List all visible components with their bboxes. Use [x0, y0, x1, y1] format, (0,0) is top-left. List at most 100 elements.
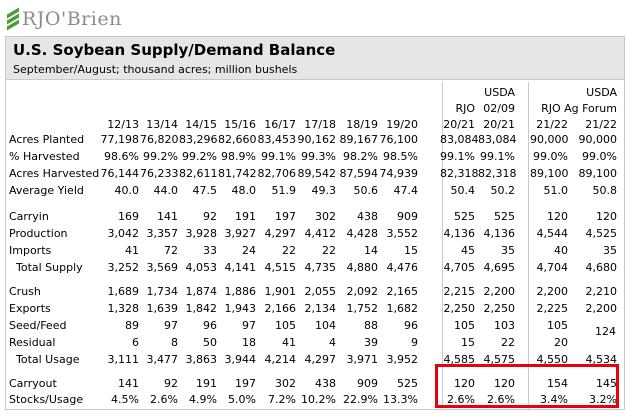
- table-cell: 2,250: [443, 302, 476, 315]
- column-header: 14/15: [185, 118, 217, 131]
- table-cell: 3,552: [386, 227, 419, 240]
- column-header: USDA: [484, 86, 515, 99]
- logo-text: RJO'Brien: [22, 8, 122, 30]
- table-cell: 3,952: [386, 353, 419, 366]
- table-cell: 191: [196, 377, 217, 390]
- table-cell: 89: [125, 319, 139, 332]
- table-cell: 4,534: [585, 353, 618, 366]
- table-cell: 76,820: [140, 133, 179, 146]
- table-cell: 4,680: [585, 261, 618, 274]
- table-cell: 82,318: [440, 167, 479, 180]
- table-cell: 3.2%: [589, 393, 617, 406]
- table-cell: 909: [357, 377, 378, 390]
- table-cell: 82,660: [218, 133, 257, 146]
- table-cell: 88: [364, 319, 378, 332]
- table-cell: 22: [501, 336, 515, 349]
- table-cell: 525: [494, 210, 515, 223]
- row-label: Average Yield: [9, 184, 84, 197]
- table-cell: 1,886: [224, 285, 257, 298]
- table-cell: 4.5%: [111, 393, 139, 406]
- table-cell: 3,252: [107, 261, 140, 274]
- table-cell: 15: [404, 244, 418, 257]
- table-cell: 302: [315, 210, 336, 223]
- table-cell: 99.0%: [533, 150, 568, 163]
- table-cell: 6: [132, 336, 139, 349]
- table-cell: 105: [547, 319, 568, 332]
- column-header: RJO: [455, 102, 475, 115]
- table-cell: 4,585: [443, 353, 476, 366]
- title-band: U.S. Soybean Supply/Demand Balance Septe…: [5, 36, 625, 80]
- table-cell: 76,100: [379, 133, 419, 146]
- table-cell: 4,141: [224, 261, 257, 274]
- table-cell: 197: [275, 210, 296, 223]
- table-cell: 4,525: [585, 227, 618, 240]
- table-cell: 47.4: [393, 184, 419, 197]
- table-cell: 89,167: [339, 133, 379, 146]
- table-cell: 98.6%: [104, 150, 139, 163]
- table-cell: 40.0: [114, 184, 140, 197]
- table-cell: 105: [275, 319, 296, 332]
- table-cell: 1,734: [146, 285, 179, 298]
- table-cell: 4,735: [304, 261, 337, 274]
- column-header: 21/22: [536, 118, 568, 131]
- table-cell: 3.4%: [540, 393, 568, 406]
- column-header: 19/20: [386, 118, 418, 131]
- table-cell: 2,200: [585, 302, 618, 315]
- table-cell: 4,136: [483, 227, 516, 240]
- table-cell: 438: [315, 377, 336, 390]
- column-divider: [442, 82, 443, 410]
- table-cell: 154: [547, 377, 568, 390]
- table-cell: 1,842: [185, 302, 218, 315]
- table-cell: 35: [501, 244, 515, 257]
- table-cell: 98.5%: [383, 150, 418, 163]
- table-cell: 3,927: [224, 227, 257, 240]
- table-cell: 39: [364, 336, 378, 349]
- table-cell: 4,297: [304, 353, 337, 366]
- row-label: Carryin: [9, 210, 49, 223]
- table-cell: 1,639: [146, 302, 179, 315]
- table-cell: 3,971: [346, 353, 379, 366]
- table-cell: 99.1%: [440, 150, 475, 163]
- table-cell: 2,225: [536, 302, 569, 315]
- table-cell: 2.6%: [487, 393, 515, 406]
- table-cell: 3,928: [185, 227, 218, 240]
- table-cell: 3,042: [107, 227, 140, 240]
- table-cell: 105: [454, 319, 475, 332]
- column-header: 12/13: [107, 118, 139, 131]
- row-label: Imports: [9, 244, 52, 257]
- table-cell: 5.0%: [228, 393, 256, 406]
- row-label: Production: [9, 227, 68, 240]
- table-cell: 83,296: [179, 133, 218, 146]
- table-cell: 74,939: [379, 167, 419, 180]
- table-cell: 98.2%: [343, 150, 378, 163]
- table-cell: 4,053: [185, 261, 218, 274]
- column-header: USDA: [586, 86, 617, 99]
- table-cell: 50.6: [353, 184, 379, 197]
- table-cell: 99.1%: [480, 150, 515, 163]
- merged-seed-residual-cell: 124: [595, 325, 616, 338]
- table-cell: 438: [357, 210, 378, 223]
- logo-stripes-icon: [6, 7, 20, 31]
- table-cell: 104: [315, 319, 336, 332]
- table-cell: 41: [282, 336, 296, 349]
- table-cell: 22: [282, 244, 296, 257]
- table-cell: 51.0: [543, 184, 569, 197]
- table-cell: 1,328: [107, 302, 140, 315]
- table-cell: 4,476: [386, 261, 419, 274]
- table-cell: 4,412: [304, 227, 337, 240]
- table-cell: 4,705: [443, 261, 476, 274]
- table-cell: 169: [118, 210, 139, 223]
- row-label: Total Usage: [16, 353, 80, 366]
- table-cell: 120: [454, 377, 475, 390]
- table-cell: 49.3: [311, 184, 337, 197]
- table-cell: 82,611: [179, 167, 218, 180]
- table-cell: 92: [203, 210, 217, 223]
- table-cell: 89,542: [297, 167, 337, 180]
- highlight-box: [435, 364, 619, 408]
- table-cell: 8: [171, 336, 178, 349]
- table-cell: 1,752: [346, 302, 379, 315]
- table-cell: 4,704: [536, 261, 569, 274]
- table-cell: 90,000: [578, 133, 618, 146]
- table-cell: 99.0%: [582, 150, 617, 163]
- column-header: 13/14: [146, 118, 178, 131]
